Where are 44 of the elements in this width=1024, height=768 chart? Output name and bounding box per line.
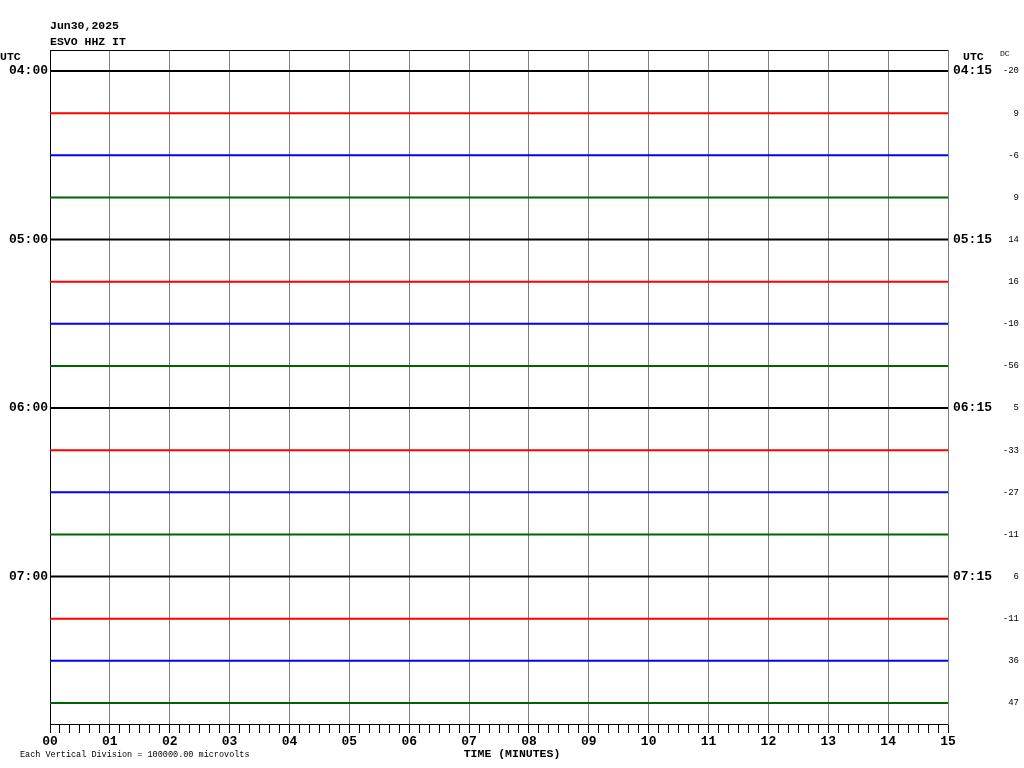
x-tick-label: 13 — [820, 734, 837, 750]
y2-tick-label: 05:15 — [953, 231, 993, 247]
y-tick-label: 06:00 — [8, 400, 49, 416]
x-tick-label: 00 — [42, 734, 58, 750]
text: Each Vertical Division = 100000.00 microvolts — [20, 749, 250, 760]
text: 47 — [1008, 698, 1019, 709]
x-tick-label: 09 — [581, 734, 597, 750]
text: -11 — [1002, 529, 1019, 540]
x-tick-label: 10 — [640, 734, 657, 750]
x-tick-label: 11 — [700, 734, 717, 750]
x-tick-label: 14 — [880, 734, 897, 750]
text: -6 — [1008, 150, 1019, 161]
x-tick-label: 05 — [341, 734, 358, 750]
x-tick-label: 01 — [102, 734, 118, 750]
y2-tick-label: 07:15 — [953, 568, 993, 584]
x-tick-label: 06 — [401, 734, 418, 750]
x-tick-label: 02 — [161, 734, 178, 750]
text: -56 — [1002, 361, 1019, 372]
text: 5 — [1013, 403, 1019, 414]
text: 36 — [1008, 656, 1019, 667]
y2-tick-label: 06:15 — [953, 400, 993, 416]
text: -10 — [1002, 319, 1019, 330]
y2-axis-title: UTC — [963, 49, 984, 63]
text: 14 — [1008, 234, 1019, 245]
text: 9 — [1013, 192, 1019, 203]
y-tick-label: 05:00 — [8, 231, 49, 247]
y-tick-label: 04:00 — [8, 63, 49, 79]
text: 6 — [1013, 571, 1019, 582]
text: 16 — [1008, 277, 1019, 288]
text: -11 — [1002, 614, 1019, 625]
x-tick-label: 04 — [281, 734, 298, 750]
text: DC — [1000, 49, 1010, 59]
y-axis-title: UTC — [0, 49, 21, 63]
text: -27 — [1002, 487, 1019, 498]
x-tick-label: 15 — [940, 734, 956, 750]
chart-subtitle: ESVO HHZ IT — [50, 34, 127, 48]
x-tick-label: 03 — [221, 734, 238, 750]
text: 9 — [1013, 108, 1019, 119]
x-tick-label: 12 — [760, 734, 777, 750]
text: -20 — [1002, 66, 1019, 77]
y-tick-label: 07:00 — [8, 568, 49, 584]
text: -33 — [1002, 445, 1019, 456]
chart-title: Jun30,2025 — [50, 18, 120, 32]
y2-tick-label: 04:15 — [953, 63, 993, 79]
